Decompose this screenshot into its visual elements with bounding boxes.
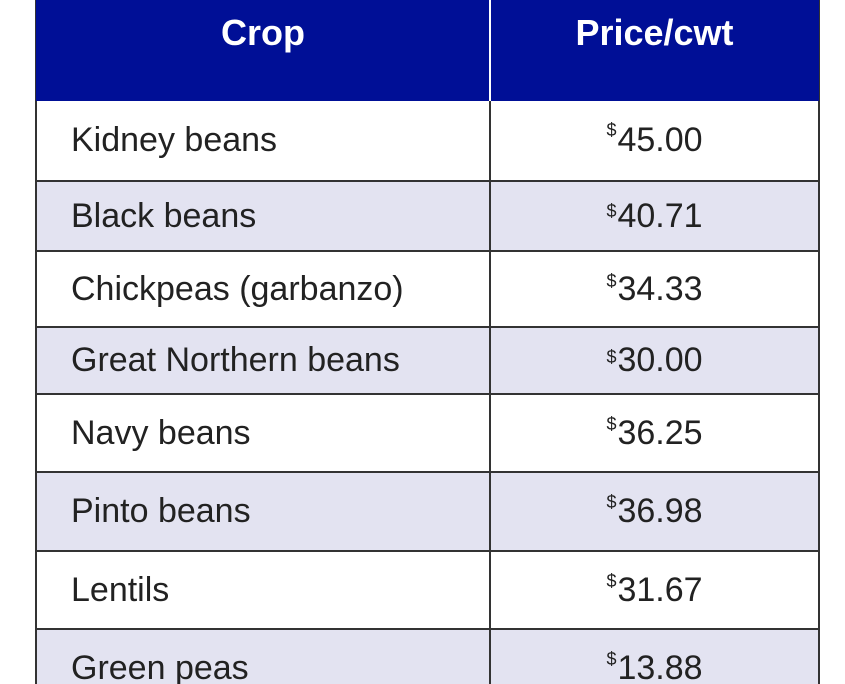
price-cell: $40.71 [491, 182, 818, 250]
table-row: Chickpeas (garbanzo) $34.33 [35, 252, 820, 328]
column-divider [489, 630, 491, 684]
currency-symbol: $ [606, 120, 617, 140]
price-cell: $36.98 [491, 473, 818, 550]
price-value: 45.00 [617, 121, 703, 159]
crop-cell: Pinto beans [71, 492, 251, 530]
column-divider [489, 328, 491, 393]
table-row: Kidney beans $45.00 [35, 101, 820, 182]
table-row: Pinto beans $36.98 [35, 473, 820, 552]
crop-price-table: Crop Price/cwt Kidney beans $45.00 Black… [35, 0, 820, 684]
currency-symbol: $ [606, 414, 617, 434]
crop-cell: Navy beans [71, 413, 251, 452]
crop-cell: Great Northern beans [71, 341, 400, 379]
currency-symbol: $ [606, 571, 617, 591]
price-cell: $31.67 [491, 552, 818, 628]
currency-symbol: $ [606, 347, 617, 367]
price-value: 36.98 [617, 492, 703, 530]
column-divider [489, 252, 491, 326]
crop-cell: Black beans [71, 196, 257, 235]
table-row: Black beans $40.71 [35, 182, 820, 252]
price-value: 34.33 [617, 269, 703, 308]
price-value: 40.71 [617, 196, 703, 235]
price-value: 36.25 [617, 413, 703, 452]
price-value: 13.88 [617, 648, 703, 684]
column-divider [489, 101, 491, 180]
crop-cell: Lentils [71, 570, 170, 609]
price-value: 31.67 [617, 570, 703, 609]
price-value: 30.00 [617, 341, 703, 379]
column-divider [489, 552, 491, 628]
table-row: Lentils $31.67 [35, 552, 820, 630]
currency-symbol: $ [606, 271, 617, 291]
column-divider [489, 473, 491, 550]
crop-cell: Green peas [71, 648, 249, 684]
price-cell: $36.25 [491, 395, 818, 471]
price-cell: $45.00 [491, 101, 818, 180]
price-cell: $30.00 [491, 328, 818, 393]
header-price: Price/cwt [575, 12, 734, 53]
table-header: Crop Price/cwt [35, 0, 820, 101]
table-row: Navy beans $36.25 [35, 395, 820, 473]
currency-symbol: $ [606, 492, 617, 512]
currency-symbol: $ [606, 201, 617, 221]
price-cell: $13.88 [491, 630, 818, 684]
column-divider [489, 182, 491, 250]
crop-cell: Chickpeas (garbanzo) [71, 269, 404, 308]
column-divider [489, 395, 491, 471]
crop-cell: Kidney beans [71, 121, 278, 159]
table-row: Great Northern beans $30.00 [35, 328, 820, 395]
currency-symbol: $ [606, 649, 617, 669]
table-row: Green peas $13.88 [35, 630, 820, 684]
price-cell: $34.33 [491, 252, 818, 326]
header-divider [489, 0, 491, 101]
header-crop: Crop [221, 12, 305, 53]
